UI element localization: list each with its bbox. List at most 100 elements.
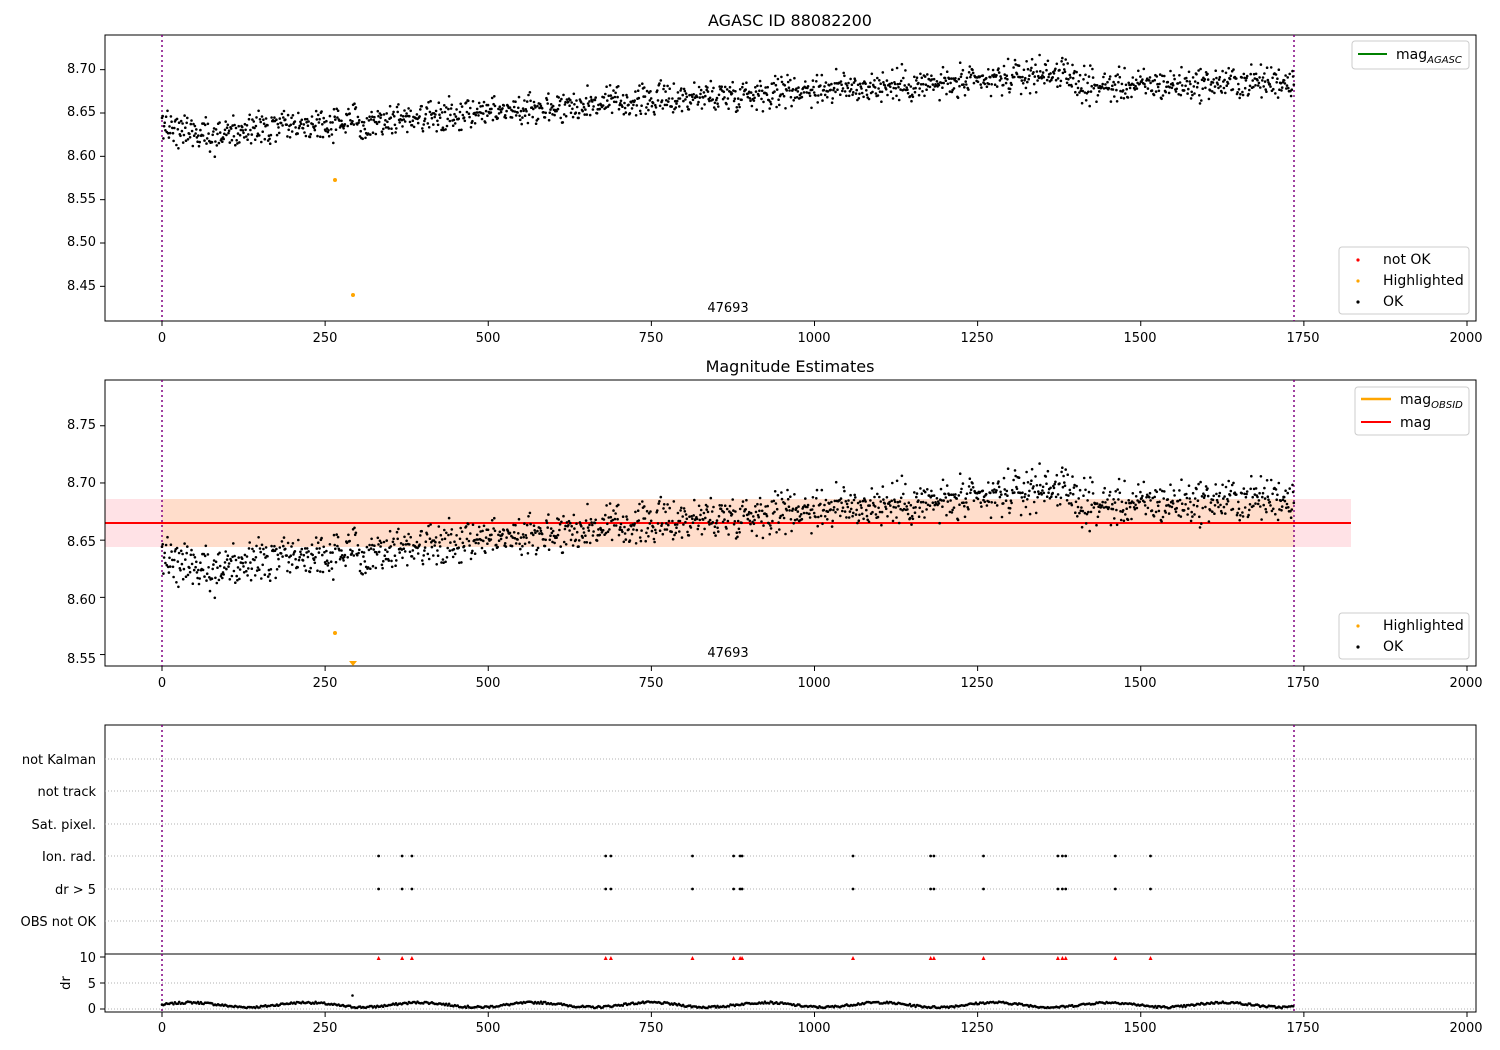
ok-point [1214, 69, 1217, 72]
ok-point [553, 541, 556, 545]
ok-point [634, 114, 638, 117]
flag-event [738, 887, 742, 891]
ok-point [458, 561, 461, 565]
ok-point [438, 545, 442, 548]
ok-point [482, 524, 486, 528]
ok-point [1178, 81, 1182, 84]
ok-point [623, 101, 626, 105]
ok-point [719, 507, 723, 511]
ok-point [455, 108, 458, 111]
ok-point [543, 116, 547, 119]
ok-point [1274, 512, 1277, 516]
ok-point [967, 507, 970, 511]
panel-magnitude-xtick-label: 500 [476, 676, 501, 691]
ok-point [198, 140, 201, 144]
ok-point [186, 545, 189, 548]
ok-point [1243, 492, 1246, 496]
ok-point [501, 107, 504, 110]
ok-point [1062, 63, 1065, 66]
panel-flags: not Kalman not track Sat. pixel. Ion. ra… [21, 724, 1477, 955]
ok-point [740, 98, 743, 102]
ok-point [1222, 497, 1225, 500]
ok-point [473, 122, 477, 125]
ok-point [386, 550, 389, 554]
ok-point [664, 90, 667, 93]
ok-point [299, 122, 303, 126]
ok-point [199, 128, 202, 132]
legend-mag-lines: magOBSID mag [1354, 386, 1470, 436]
ok-point [436, 549, 439, 552]
ok-point [340, 554, 344, 557]
ok-point [1193, 513, 1196, 516]
ok-point [371, 115, 374, 118]
ok-point [843, 510, 847, 513]
ok-point [665, 103, 669, 107]
ok-point [381, 566, 384, 570]
ok-point [1130, 517, 1133, 521]
ok-point [291, 114, 295, 117]
ok-point [346, 124, 350, 128]
ok-point [895, 66, 899, 70]
ok-point [1251, 495, 1254, 499]
ok-point [841, 509, 844, 513]
ok-point [505, 536, 508, 539]
ok-point [173, 550, 177, 553]
ok-point [1111, 507, 1115, 511]
ok-point [1054, 78, 1058, 82]
ok-point [760, 89, 764, 93]
ok-point [671, 97, 674, 100]
ok-point [1138, 500, 1141, 504]
ok-point [1245, 74, 1249, 78]
dr-clipped-marker [376, 956, 381, 960]
ok-point [525, 109, 528, 113]
ok-point [1248, 88, 1251, 92]
ok-point [1260, 96, 1263, 99]
ok-point [800, 95, 804, 99]
ok-point [1198, 94, 1201, 97]
ok-point [1209, 83, 1213, 86]
ok-point [592, 530, 595, 533]
ok-point [186, 573, 190, 577]
ok-point [639, 539, 643, 543]
ok-point [281, 555, 284, 558]
ok-point [256, 566, 260, 569]
ok-point [429, 99, 432, 103]
ok-point [1219, 85, 1222, 88]
ok-point [453, 552, 457, 556]
ok-point [480, 117, 484, 121]
ok-point [806, 85, 810, 88]
ok-point [726, 97, 730, 100]
ok-point [305, 117, 309, 121]
ok-point [547, 513, 550, 516]
ok-point [795, 518, 799, 521]
ok-point [356, 553, 359, 557]
ok-point [776, 77, 780, 81]
ok-point [1261, 491, 1265, 495]
ok-point [1193, 80, 1197, 83]
ok-point [384, 557, 388, 561]
ok-point [1198, 526, 1202, 529]
ok-point [1010, 501, 1013, 505]
ok-point [571, 115, 575, 119]
ok-point [1153, 495, 1156, 499]
ok-point [674, 106, 678, 109]
ok-point [733, 97, 737, 100]
ok-point [568, 529, 571, 532]
ok-point [623, 532, 627, 535]
ok-point [723, 518, 726, 521]
ok-point [1123, 479, 1126, 483]
ok-point [1028, 74, 1031, 77]
ok-point [324, 129, 328, 133]
ok-point [703, 103, 706, 106]
dr-clipped-marker [850, 956, 855, 960]
ok-point [482, 112, 485, 115]
ok-point [867, 97, 871, 101]
ok-point [526, 121, 530, 125]
ok-point [757, 94, 760, 97]
ok-point [211, 567, 214, 571]
ok-point [480, 111, 483, 115]
ok-point [542, 538, 545, 541]
ok-point [1256, 495, 1259, 499]
ok-point [906, 512, 910, 516]
ok-point [549, 108, 552, 111]
